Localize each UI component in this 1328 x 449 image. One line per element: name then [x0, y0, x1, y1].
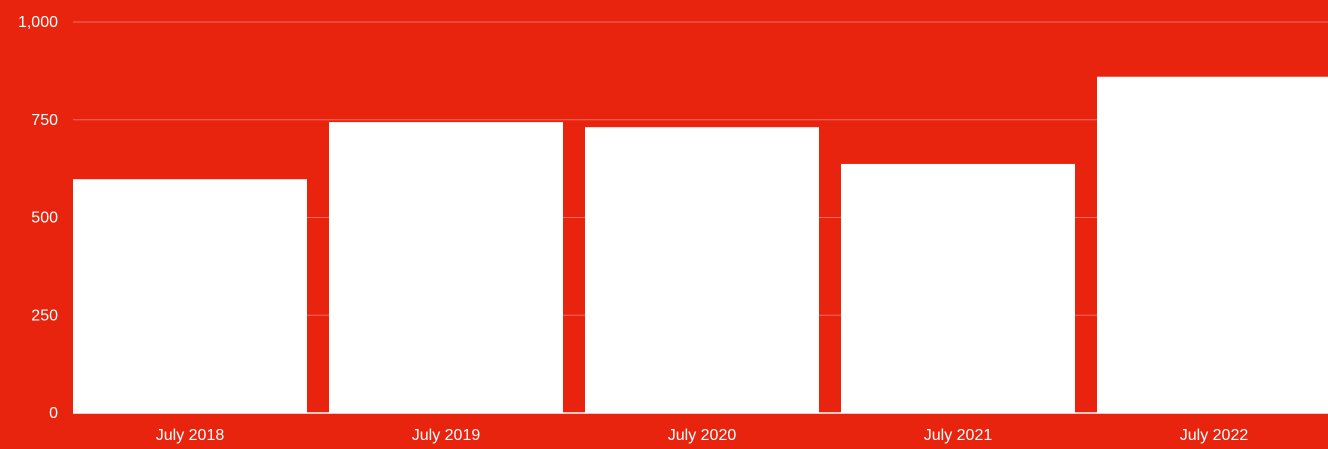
x-axis-tick-labels: July 2018 July 2019 July 2020 July 2021 July… — [156, 427, 1249, 444]
x-tick-label: July 2022 — [1180, 427, 1249, 444]
bar — [1097, 76, 1328, 414]
bars — [73, 76, 1328, 414]
y-tick-label: 250 — [31, 307, 58, 324]
bar — [73, 179, 307, 413]
x-tick-label: July 2019 — [412, 427, 481, 444]
y-tick-label: 0 — [49, 405, 58, 422]
x-tick-label: July 2018 — [156, 427, 225, 444]
x-tick-label: July 2020 — [668, 427, 737, 444]
y-tick-label: 750 — [31, 112, 58, 129]
bar — [841, 163, 1075, 413]
y-tick-label: 500 — [31, 210, 58, 227]
y-tick-label: 1,000 — [18, 14, 58, 31]
bar — [329, 122, 563, 413]
bar — [585, 127, 819, 413]
x-tick-label: July 2021 — [924, 427, 993, 444]
y-axis-tick-labels: 0 250 500 750 1,000 — [18, 14, 58, 422]
